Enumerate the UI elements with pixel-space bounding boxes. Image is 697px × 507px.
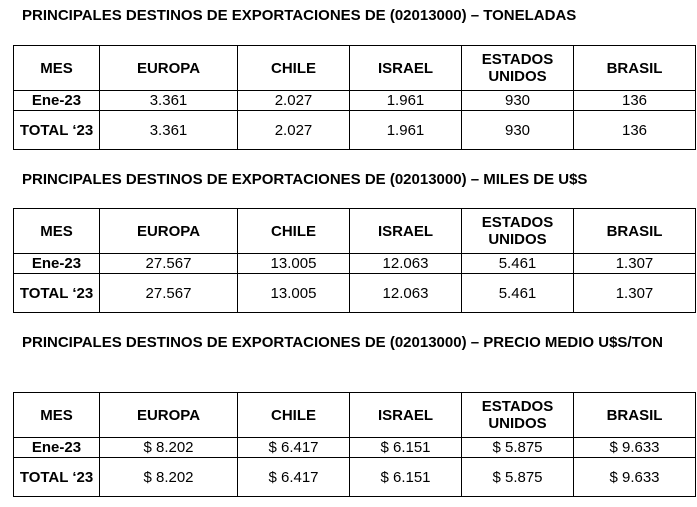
row-label-total-23: TOTAL ‘23 bbox=[13, 110, 100, 150]
header-mes: MES bbox=[13, 45, 100, 91]
cell-estados-unidos: 5.461 bbox=[461, 253, 574, 274]
table-miles-usd: MES EUROPA CHILE ISRAEL ESTADOS UNIDOS B… bbox=[13, 208, 696, 313]
cell-brasil: 136 bbox=[573, 90, 696, 111]
header-israel: ISRAEL bbox=[349, 45, 462, 91]
row-label-ene-23: Ene-23 bbox=[13, 437, 100, 458]
cell-israel: $ 6.151 bbox=[349, 437, 462, 458]
header-europa: EUROPA bbox=[99, 208, 238, 254]
header-israel: ISRAEL bbox=[349, 392, 462, 438]
cell-israel: 1.961 bbox=[349, 90, 462, 111]
cell-brasil: 1.307 bbox=[573, 273, 696, 313]
cell-estados-unidos: 5.461 bbox=[461, 273, 574, 313]
table-row: Ene-23 27.567 13.005 12.063 5.461 1.307 bbox=[13, 253, 696, 274]
cell-europa: $ 8.202 bbox=[99, 457, 238, 497]
cell-europa: 3.361 bbox=[99, 110, 238, 150]
cell-israel: 1.961 bbox=[349, 110, 462, 150]
cell-estados-unidos: $ 5.875 bbox=[461, 437, 574, 458]
table-row: TOTAL ‘23 3.361 2.027 1.961 930 136 bbox=[13, 110, 696, 150]
table-title-precio-medio: PRINCIPALES DESTINOS DE EXPORTACIONES DE… bbox=[22, 334, 663, 351]
header-europa: EUROPA bbox=[99, 45, 238, 91]
cell-chile: 2.027 bbox=[237, 90, 350, 111]
row-label-total-23: TOTAL ‘23 bbox=[13, 273, 100, 313]
cell-estados-unidos: 930 bbox=[461, 110, 574, 150]
cell-europa: 27.567 bbox=[99, 273, 238, 313]
header-estados-unidos: ESTADOS UNIDOS bbox=[461, 392, 574, 438]
cell-israel: 12.063 bbox=[349, 273, 462, 313]
header-estados-unidos: ESTADOS UNIDOS bbox=[461, 45, 574, 91]
header-brasil: BRASIL bbox=[573, 45, 696, 91]
header-israel: ISRAEL bbox=[349, 208, 462, 254]
header-mes: MES bbox=[13, 208, 100, 254]
row-label-ene-23: Ene-23 bbox=[13, 90, 100, 111]
cell-chile: $ 6.417 bbox=[237, 457, 350, 497]
header-brasil: BRASIL bbox=[573, 208, 696, 254]
cell-brasil: $ 9.633 bbox=[573, 457, 696, 497]
cell-europa: 3.361 bbox=[99, 90, 238, 111]
table-toneladas: MES EUROPA CHILE ISRAEL ESTADOS UNIDOS B… bbox=[13, 45, 696, 150]
row-label-ene-23: Ene-23 bbox=[13, 253, 100, 274]
cell-estados-unidos: 930 bbox=[461, 90, 574, 111]
table-row: Ene-23 $ 8.202 $ 6.417 $ 6.151 $ 5.875 $… bbox=[13, 437, 696, 458]
table-header-row: MES EUROPA CHILE ISRAEL ESTADOS UNIDOS B… bbox=[13, 392, 696, 438]
table-title-miles-usd: PRINCIPALES DESTINOS DE EXPORTACIONES DE… bbox=[22, 171, 588, 188]
header-brasil: BRASIL bbox=[573, 392, 696, 438]
cell-brasil: 136 bbox=[573, 110, 696, 150]
cell-israel: $ 6.151 bbox=[349, 457, 462, 497]
table-row: TOTAL ‘23 27.567 13.005 12.063 5.461 1.3… bbox=[13, 273, 696, 313]
table-header-row: MES EUROPA CHILE ISRAEL ESTADOS UNIDOS B… bbox=[13, 45, 696, 91]
cell-israel: 12.063 bbox=[349, 253, 462, 274]
table-title-toneladas: PRINCIPALES DESTINOS DE EXPORTACIONES DE… bbox=[22, 7, 577, 24]
cell-chile: $ 6.417 bbox=[237, 437, 350, 458]
table-header-row: MES EUROPA CHILE ISRAEL ESTADOS UNIDOS B… bbox=[13, 208, 696, 254]
cell-chile: 2.027 bbox=[237, 110, 350, 150]
table-row: Ene-23 3.361 2.027 1.961 930 136 bbox=[13, 90, 696, 111]
header-chile: CHILE bbox=[237, 45, 350, 91]
cell-europa: $ 8.202 bbox=[99, 437, 238, 458]
cell-estados-unidos: $ 5.875 bbox=[461, 457, 574, 497]
cell-chile: 13.005 bbox=[237, 273, 350, 313]
cell-chile: 13.005 bbox=[237, 253, 350, 274]
header-mes: MES bbox=[13, 392, 100, 438]
row-label-total-23: TOTAL ‘23 bbox=[13, 457, 100, 497]
cell-brasil: $ 9.633 bbox=[573, 437, 696, 458]
table-row: TOTAL ‘23 $ 8.202 $ 6.417 $ 6.151 $ 5.87… bbox=[13, 457, 696, 497]
table-precio-medio: MES EUROPA CHILE ISRAEL ESTADOS UNIDOS B… bbox=[13, 392, 696, 497]
header-europa: EUROPA bbox=[99, 392, 238, 438]
cell-brasil: 1.307 bbox=[573, 253, 696, 274]
header-estados-unidos: ESTADOS UNIDOS bbox=[461, 208, 574, 254]
header-chile: CHILE bbox=[237, 208, 350, 254]
header-chile: CHILE bbox=[237, 392, 350, 438]
cell-europa: 27.567 bbox=[99, 253, 238, 274]
